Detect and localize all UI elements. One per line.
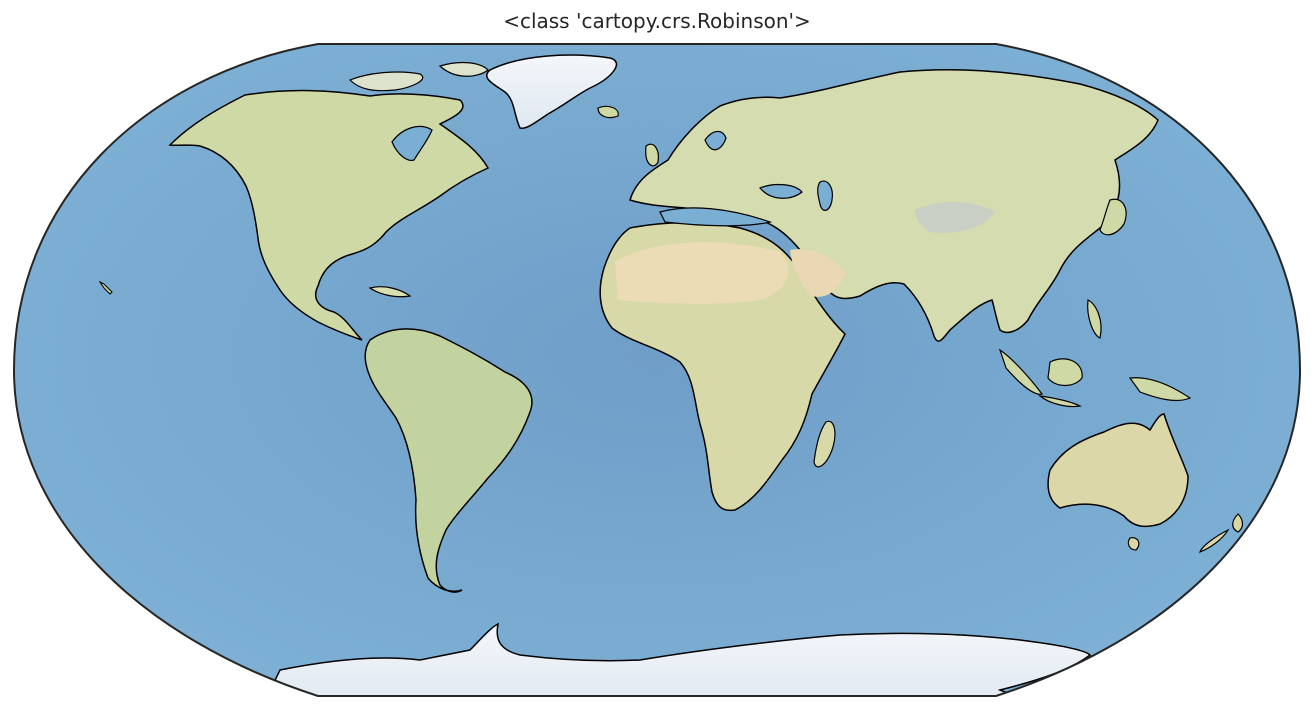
map-title: <class 'cartopy.crs.Robinson'> (503, 9, 811, 33)
japan (1099, 198, 1127, 236)
greenland (485, 54, 618, 130)
philippines (1087, 299, 1102, 339)
hudson-bay (391, 125, 433, 161)
map-frame (12, 43, 1302, 697)
arabia (790, 249, 846, 297)
baltic (704, 130, 727, 151)
hawaii (98, 280, 113, 295)
new-guinea (1128, 377, 1192, 402)
java (1037, 395, 1082, 408)
tibet (915, 201, 995, 234)
caspian-sea (817, 180, 833, 211)
south-america (364, 328, 533, 593)
sahara (615, 242, 789, 304)
arctic-islands (348, 61, 489, 92)
iceland (597, 105, 619, 119)
australia (1047, 413, 1189, 528)
mediterranean (659, 207, 773, 227)
antarctica (258, 622, 1092, 696)
borneo (1047, 358, 1083, 387)
british-isles (645, 143, 659, 167)
tasmania (1127, 537, 1140, 551)
madagascar (813, 420, 836, 468)
sumatra (998, 348, 1044, 395)
black-sea (758, 183, 803, 199)
new-zealand (1199, 513, 1244, 554)
cuba (368, 286, 412, 298)
